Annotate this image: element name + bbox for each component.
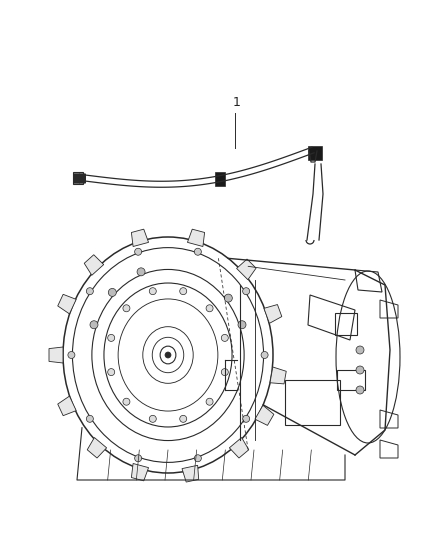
Ellipse shape bbox=[180, 415, 187, 422]
Polygon shape bbox=[131, 229, 148, 246]
Polygon shape bbox=[182, 465, 199, 482]
Ellipse shape bbox=[206, 305, 213, 312]
Ellipse shape bbox=[221, 334, 228, 342]
Polygon shape bbox=[131, 464, 148, 481]
Ellipse shape bbox=[123, 398, 130, 405]
Circle shape bbox=[137, 268, 145, 276]
Ellipse shape bbox=[134, 455, 141, 462]
Polygon shape bbox=[264, 304, 282, 324]
Ellipse shape bbox=[134, 248, 141, 255]
Ellipse shape bbox=[149, 288, 156, 295]
Ellipse shape bbox=[180, 288, 187, 295]
Bar bbox=[308, 146, 322, 160]
Ellipse shape bbox=[86, 288, 93, 295]
Polygon shape bbox=[73, 172, 83, 184]
Bar bbox=[335, 313, 357, 335]
Text: 1: 1 bbox=[233, 96, 241, 109]
Bar bbox=[215, 172, 225, 185]
Circle shape bbox=[238, 321, 246, 329]
Circle shape bbox=[224, 294, 232, 302]
Polygon shape bbox=[58, 294, 76, 314]
Ellipse shape bbox=[86, 415, 93, 422]
Ellipse shape bbox=[68, 351, 75, 359]
Polygon shape bbox=[87, 438, 106, 458]
Ellipse shape bbox=[108, 369, 115, 376]
Polygon shape bbox=[270, 367, 286, 384]
Polygon shape bbox=[84, 255, 104, 275]
Polygon shape bbox=[58, 396, 76, 416]
Polygon shape bbox=[187, 229, 205, 246]
Polygon shape bbox=[237, 259, 256, 280]
Circle shape bbox=[108, 288, 117, 296]
Ellipse shape bbox=[194, 455, 201, 462]
Ellipse shape bbox=[149, 415, 156, 422]
Ellipse shape bbox=[206, 398, 213, 405]
Ellipse shape bbox=[123, 305, 130, 312]
Bar bbox=[337, 370, 365, 390]
Circle shape bbox=[356, 366, 364, 374]
Circle shape bbox=[356, 386, 364, 394]
Polygon shape bbox=[255, 405, 274, 425]
Ellipse shape bbox=[221, 369, 228, 376]
Circle shape bbox=[356, 346, 364, 354]
Ellipse shape bbox=[108, 334, 115, 342]
Ellipse shape bbox=[194, 248, 201, 255]
Ellipse shape bbox=[243, 415, 250, 422]
Circle shape bbox=[90, 321, 98, 329]
Ellipse shape bbox=[243, 288, 250, 295]
Ellipse shape bbox=[261, 351, 268, 359]
Polygon shape bbox=[230, 438, 249, 458]
Circle shape bbox=[165, 352, 171, 358]
Polygon shape bbox=[49, 347, 63, 363]
